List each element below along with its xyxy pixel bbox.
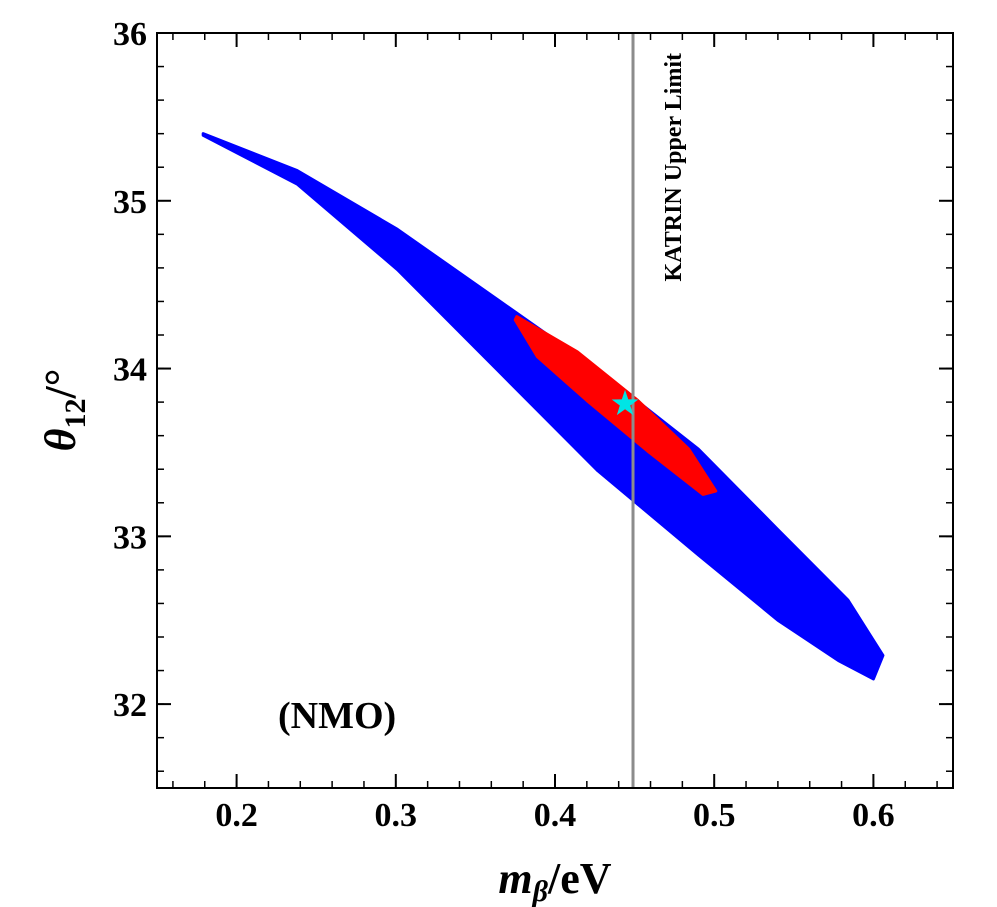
best-fit-star [611,389,639,416]
y-tick-label: 34 [113,352,147,389]
y-label-tail: /° [36,369,85,400]
y-tick-label: 32 [113,687,147,724]
y-label-main: θ [36,428,85,451]
x-axis-label: mβ/eV [498,854,611,907]
scatter-region [513,315,718,496]
y-label-sub: 12 [59,398,92,428]
y-tick-label: 35 [113,184,147,221]
x-tick-label: 0.5 [693,797,736,834]
y-tick-label: 33 [113,519,147,556]
y-tick-label: 36 [113,16,147,53]
x-tick-label: 0.2 [215,797,258,834]
annotation: (NMO) [278,695,396,737]
x-label-tail: /eV [547,854,612,903]
x-label-sub: β [532,875,549,907]
x-label-main: m [498,854,532,903]
x-tick-label: 0.4 [534,797,577,834]
y-axis-label: θ12/° [36,369,92,452]
x-tick-label: 0.3 [375,797,418,834]
limit-label: KATRIN Upper Limit [661,53,687,281]
scatter-region [201,132,885,681]
x-tick-label: 0.6 [852,797,895,834]
